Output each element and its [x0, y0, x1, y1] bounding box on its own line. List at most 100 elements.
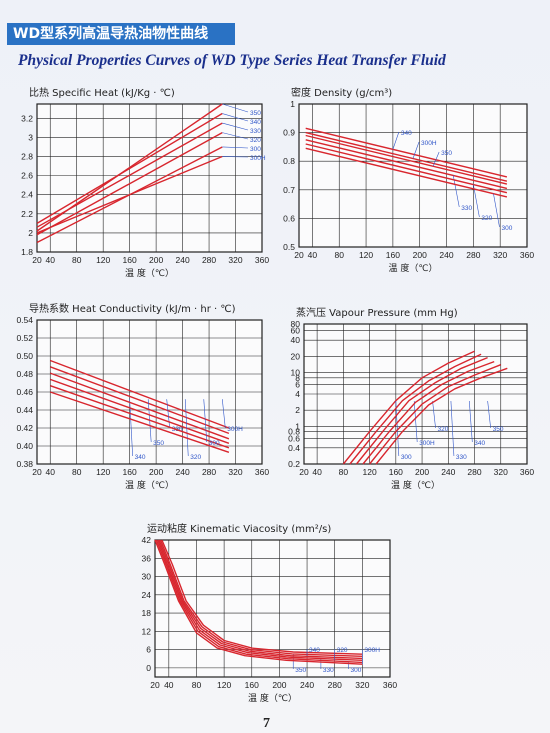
x-tick-label: 200 [149, 467, 163, 477]
series-line-330 [49, 372, 230, 440]
series-label-330: 330 [323, 667, 334, 674]
x-tick-label: 20 [299, 467, 309, 477]
series-label-340: 340 [474, 440, 485, 447]
series-line-300 [305, 147, 508, 198]
x-tick-label: 360 [383, 680, 397, 690]
x-tick-label: 320 [228, 467, 242, 477]
series-line-350 [375, 367, 508, 465]
y-tick-label: 0.38 [16, 459, 33, 469]
series-line-320 [355, 356, 488, 465]
series-leader [432, 151, 440, 167]
y-tick-label: 30 [142, 572, 152, 582]
y-tick-label: 40 [291, 335, 301, 345]
series-label-300: 300 [250, 146, 261, 153]
chart-title: 蒸汽压 Vapour Pressure (mm Hg) [296, 306, 458, 319]
series-line-340 [305, 127, 508, 178]
y-tick-label: 3 [28, 132, 33, 142]
y-tick-label: 10 [291, 368, 301, 378]
cn-title-banner: WD型系列高温导热油物性曲线 [7, 23, 235, 45]
series-leader [395, 400, 400, 457]
series-leader [432, 400, 436, 429]
series-leader [392, 131, 400, 150]
chart-title: 比热 Specific Heat (kJ/Kg · ℃) [29, 86, 175, 99]
x-tick-label: 80 [72, 255, 82, 265]
y-tick-label: 60 [291, 326, 301, 336]
y-tick-label: 42 [142, 535, 152, 545]
series-leader [184, 399, 189, 457]
x-tick-label: 40 [312, 467, 322, 477]
y-tick-label: 80 [291, 319, 301, 329]
x-tick-label: 160 [123, 467, 137, 477]
series-line-300 [155, 539, 363, 664]
series-leader [473, 184, 480, 218]
x-tick-label: 80 [192, 680, 202, 690]
y-tick-label: 12 [142, 626, 152, 636]
series-line-330 [36, 122, 223, 228]
series-label-340: 340 [401, 130, 412, 137]
series-line-340 [159, 539, 363, 657]
series-leader [222, 146, 249, 149]
y-tick-label: 0.7 [283, 185, 295, 195]
series-leader [222, 122, 249, 131]
page-number: 7 [263, 716, 270, 731]
x-tick-label: 80 [72, 467, 82, 477]
series-line-300 [342, 350, 475, 465]
x-tick-label: 120 [96, 467, 110, 477]
x-tick-label: 360 [520, 467, 534, 477]
x-tick-label: 240 [439, 250, 453, 260]
plot-frame [36, 103, 263, 253]
series-leader [166, 399, 171, 429]
x-tick-label: 40 [308, 250, 318, 260]
series-label-350: 350 [441, 150, 452, 157]
series-line-350 [161, 539, 363, 655]
chart-vapour-pressure: 蒸汽压 Vapour Pressure (mm Hg)20 40 80 120 160 2… [288, 306, 534, 491]
y-tick-label: 0.40 [16, 441, 33, 451]
x-tick-label: 40 [46, 467, 56, 477]
series-line-350 [49, 366, 230, 435]
series-leader [468, 400, 473, 443]
series-label-320: 320 [438, 426, 449, 433]
x-tick-label: 200 [272, 680, 286, 690]
series-line-300H [305, 131, 508, 182]
x-tick-label: 80 [339, 467, 349, 477]
y-tick-label: 6 [146, 645, 151, 655]
y-tick-label: 0.54 [16, 315, 33, 325]
x-tick-label: 160 [123, 255, 137, 265]
series-line-320 [157, 539, 363, 661]
x-tick-label: 240 [175, 467, 189, 477]
series-label-340: 340 [135, 454, 146, 461]
x-tick-label: 280 [202, 467, 216, 477]
x-tick-label: 20 [294, 250, 304, 260]
y-tick-label: 24 [142, 590, 152, 600]
x-tick-label: 120 [359, 250, 373, 260]
series-label-300: 300 [351, 667, 362, 674]
plot-frame [298, 103, 528, 248]
series-label-330: 330 [461, 205, 472, 212]
x-tick-label: 200 [413, 250, 427, 260]
y-tick-label: 18 [142, 608, 152, 618]
series-line-300H [49, 391, 230, 453]
y-tick-label: 0.52 [16, 333, 33, 343]
chart-heat-conductivity: 导热系数 Heat Conductivity (kJ/m · hr · ℃) 20… [16, 302, 269, 491]
series-label-300H: 300H [227, 426, 243, 433]
series-leader [412, 141, 420, 159]
x-tick-label: 240 [300, 680, 314, 690]
x-tick-label: 360 [255, 467, 269, 477]
y-tick-label: 0.42 [16, 423, 33, 433]
series-line-320 [49, 378, 230, 444]
y-tick-label: 2.2 [21, 209, 33, 219]
y-tick-label: 0.8 [288, 427, 300, 437]
y-tick-label: 4 [295, 389, 300, 399]
series-label-300H: 300H [419, 440, 435, 447]
x-axis-label: 温 度（℃） [391, 479, 440, 491]
series-line-330 [305, 139, 508, 190]
x-axis-label: 温 度（℃） [125, 267, 174, 279]
y-tick-label: 2.6 [21, 171, 33, 181]
x-tick-label: 320 [494, 467, 508, 477]
series-leader [450, 400, 455, 457]
series-label-300H: 300H [250, 155, 266, 162]
x-tick-label: 200 [415, 467, 429, 477]
y-tick-label: 8 [295, 373, 300, 383]
series-leader [413, 400, 418, 443]
